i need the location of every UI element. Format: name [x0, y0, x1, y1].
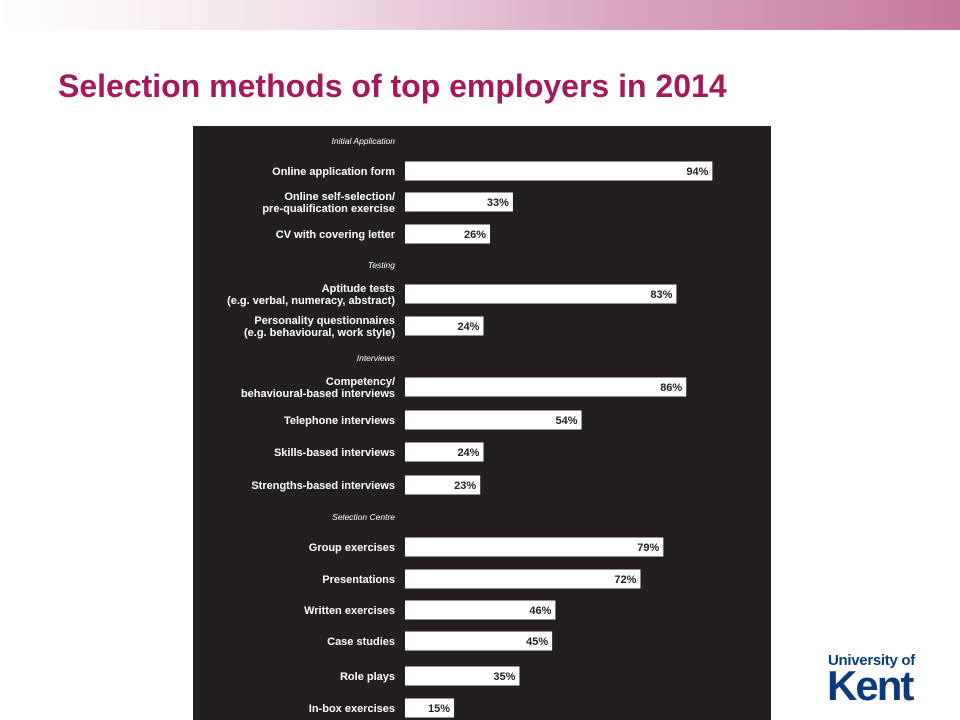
bar [405, 284, 677, 304]
university-logo: University of Kent [827, 652, 948, 712]
data-label: 24% [457, 321, 479, 333]
category-label: Strengths-based interviews [251, 480, 395, 492]
category-label: Skills-based interviews [274, 447, 395, 459]
category-label: Written exercises [304, 605, 395, 617]
bar [405, 666, 520, 686]
category-label: Aptitude tests [322, 283, 395, 295]
category-label: Competency/ [326, 376, 395, 388]
category-label: Telephone interviews [284, 415, 395, 427]
data-label: 33% [487, 197, 509, 209]
section-title: Interviews [357, 353, 396, 363]
bar [405, 698, 455, 718]
bar [405, 192, 513, 212]
data-label: 79% [637, 542, 659, 554]
header-gradient-band [0, 0, 960, 30]
bar [405, 569, 641, 589]
category-label: (e.g. behavioural, work style) [244, 327, 395, 339]
data-label: 23% [454, 480, 476, 492]
category-label: pre-qualification exercise [262, 203, 395, 215]
section-title: Testing [368, 260, 395, 270]
bar [405, 161, 713, 181]
logo-university-of: University of [828, 652, 915, 669]
category-label: In-box exercises [309, 703, 395, 715]
data-label: 72% [614, 574, 636, 586]
bar [405, 410, 582, 430]
section-title: Selection Centre [332, 512, 395, 522]
bar [405, 537, 664, 557]
data-label: 24% [457, 447, 479, 459]
category-label: CV with covering letter [276, 229, 396, 241]
bar [405, 316, 484, 336]
data-label: 45% [526, 636, 548, 648]
data-label: 83% [650, 289, 672, 301]
data-label: 94% [686, 166, 708, 178]
bar [405, 377, 687, 397]
section-title: Initial Application [332, 136, 396, 146]
data-label: 46% [529, 605, 551, 617]
category-label: Role plays [340, 671, 395, 683]
bar [405, 600, 556, 620]
category-label: (e.g. verbal, numeracy, abstract) [227, 295, 395, 307]
bar [405, 475, 481, 495]
bar [405, 442, 484, 462]
category-label: Personality questionnaires [254, 315, 395, 327]
logo-kent: Kent [827, 662, 914, 709]
bar [405, 224, 491, 244]
data-label: 26% [464, 229, 486, 241]
data-label: 54% [556, 415, 578, 427]
bar [405, 631, 553, 651]
data-label: 35% [493, 671, 515, 683]
slide-title: Selection methods of top employers in 20… [58, 68, 727, 104]
category-label: Case studies [327, 636, 395, 648]
bar-chart: Initial Application Online application fo… [227, 136, 713, 718]
data-label: 86% [660, 382, 682, 394]
category-label: Group exercises [309, 542, 395, 554]
chart-panel: Initial Application Online application fo… [193, 126, 771, 720]
data-label: 15% [428, 703, 450, 715]
category-label: Presentations [322, 574, 395, 586]
category-label: Online self-selection/ [284, 191, 395, 203]
category-label: Online application form [272, 166, 395, 178]
category-label: behavioural-based interviews [241, 388, 395, 400]
